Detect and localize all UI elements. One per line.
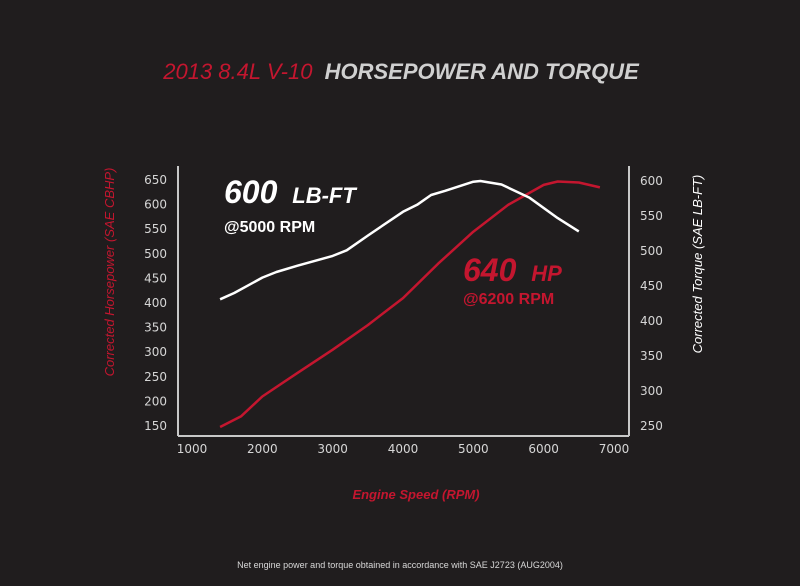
hp-peak-unit: HP (531, 261, 562, 286)
left-y-tick-label: 150 (144, 419, 167, 433)
title-part-hp-torque: HORSEPOWER AND TORQUE (325, 59, 640, 84)
left-y-tick-label: 250 (144, 370, 167, 384)
left-y-tick-label: 400 (144, 296, 167, 310)
right-y-tick-labels: 250 300 350 400 450 500 550 600 (640, 174, 663, 433)
right-y-tick-label: 550 (640, 209, 663, 223)
left-y-tick-label: 350 (144, 321, 167, 335)
x-tick-label: 5000 (458, 442, 489, 456)
x-tick-label: 4000 (388, 442, 419, 456)
left-y-tick-label: 200 (144, 394, 167, 408)
x-tick-label: 1000 (177, 442, 208, 456)
left-y-tick-label: 500 (144, 247, 167, 261)
torque-peak-unit: LB-FT (292, 183, 357, 208)
right-y-tick-label: 450 (640, 279, 663, 293)
left-y-axis-label: Corrected Horsepower (SAE CBHP) (102, 168, 117, 377)
right-y-tick-label: 300 (640, 384, 663, 398)
right-y-tick-label: 500 (640, 244, 663, 258)
torque-series-line (219, 179, 580, 301)
left-y-tick-label: 300 (144, 345, 167, 359)
x-tick-label: 2000 (247, 442, 278, 456)
right-y-tick-label: 250 (640, 419, 663, 433)
left-y-tick-label: 450 (144, 271, 167, 285)
torque-peak-annotation: 600 LB-FT (224, 174, 357, 210)
x-tick-label: 6000 (528, 442, 559, 456)
title-part-year-engine: 2013 8.4L V-10 (162, 59, 313, 84)
right-y-tick-label: 600 (640, 174, 663, 188)
footnote: Net engine power and torque obtained in … (237, 560, 563, 570)
left-y-tick-labels: 150 200 250 300 350 400 450 500 550 600 650 (144, 173, 167, 433)
left-y-tick-label: 650 (144, 173, 167, 187)
x-tick-label: 7000 (599, 442, 630, 456)
torque-peak-value: 600 (224, 174, 278, 210)
hp-peak-annotation: 640 HP (463, 252, 562, 288)
chart-title: 2013 8.4L V-10 HORSEPOWER AND TORQUE (162, 59, 640, 84)
x-tick-labels: 1000 2000 3000 4000 5000 6000 7000 (177, 442, 630, 456)
horsepower-series-line (219, 180, 601, 429)
right-y-tick-label: 350 (640, 349, 663, 363)
right-y-axis-label: Corrected Torque (SAE LB-FT) (690, 175, 705, 354)
x-tick-label: 3000 (317, 442, 348, 456)
left-y-tick-label: 600 (144, 198, 167, 212)
hp-peak-value: 640 (463, 252, 517, 288)
left-y-tick-label: 550 (144, 222, 167, 236)
x-axis-label: Engine Speed (RPM) (352, 487, 479, 502)
hp-peak-rpm: @6200 RPM (463, 291, 554, 308)
torque-peak-rpm: @5000 RPM (224, 219, 315, 236)
right-y-tick-label: 400 (640, 314, 663, 328)
